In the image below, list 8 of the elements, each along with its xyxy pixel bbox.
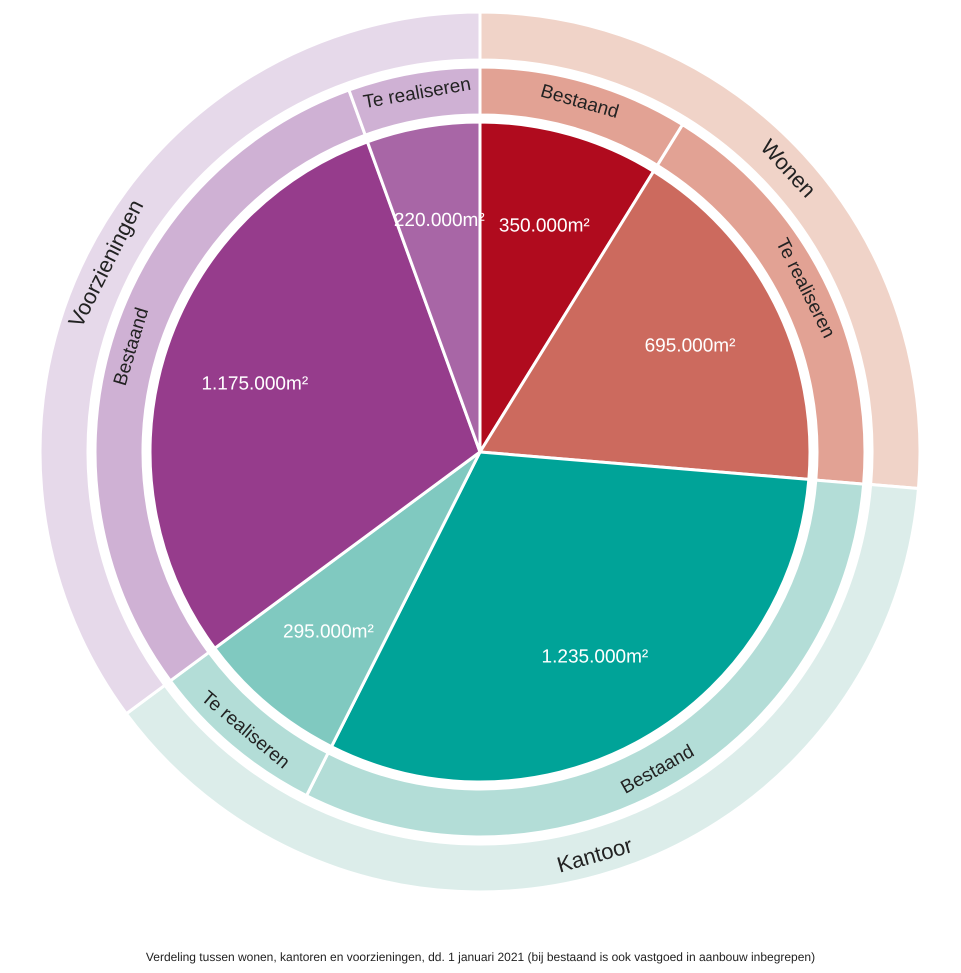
data-label: 350.000m²	[498, 215, 590, 236]
data-label: 695.000m²	[644, 336, 736, 357]
data-label: 295.000m²	[283, 621, 374, 642]
data-label: 1.175.000m²	[201, 374, 308, 395]
slice-label: Te realiseren	[362, 74, 472, 114]
text: Verdeling tussen wonen, kantoren en voorzieningen, dd. 1 januari 2021 (bij bestaand is ook vastgoed in aanbouw inbegrepen)	[146, 950, 816, 964]
slice-label: Kantoor	[554, 832, 636, 878]
data-label: 1.235.000m²	[542, 646, 648, 668]
